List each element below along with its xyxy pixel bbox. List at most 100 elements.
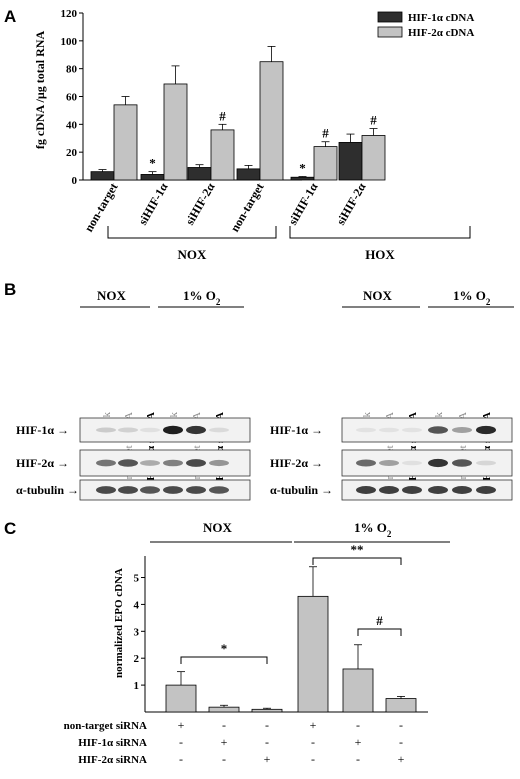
blot-band bbox=[452, 427, 472, 433]
treatment-sign: + bbox=[221, 735, 228, 749]
legend-swatch bbox=[377, 11, 403, 23]
bar bbox=[113, 104, 138, 181]
treatment-sign: - bbox=[265, 718, 269, 732]
y-tick-label: 0 bbox=[72, 175, 78, 187]
blot-band bbox=[140, 486, 160, 494]
group-brackets: NOX HOX bbox=[107, 226, 471, 262]
treatment-label: non-target siRNA bbox=[64, 720, 147, 732]
bar bbox=[259, 61, 284, 181]
blot-band bbox=[356, 427, 376, 433]
bar bbox=[163, 83, 188, 181]
treatment-sign: + bbox=[310, 718, 317, 732]
blot-band bbox=[428, 426, 448, 434]
y-tick-label: 2 bbox=[134, 653, 140, 665]
bar bbox=[313, 146, 338, 181]
bars bbox=[165, 566, 417, 713]
treatment-sign: - bbox=[399, 735, 403, 749]
blot-band bbox=[452, 459, 472, 467]
blot-band bbox=[209, 427, 229, 433]
protein-label: HIF-2α → bbox=[16, 456, 69, 470]
significance-mark: * bbox=[149, 156, 156, 171]
y-axis-label: normalized EPO cDNA bbox=[113, 568, 125, 678]
group-label: 1% O2 bbox=[354, 520, 392, 539]
protein-label: HIF-2α → bbox=[270, 456, 323, 470]
blot-band bbox=[356, 486, 376, 494]
bar bbox=[290, 176, 315, 181]
group-label: NOX bbox=[178, 247, 208, 262]
bar bbox=[361, 135, 386, 181]
group-headers: NOX 1% O2 bbox=[150, 520, 450, 543]
blot-band bbox=[402, 460, 422, 466]
blot-band bbox=[428, 458, 448, 468]
legend-label: HIF-2α cDNA bbox=[408, 27, 474, 39]
blot-band bbox=[96, 486, 116, 494]
protein-label: α-tubulin → bbox=[270, 483, 333, 497]
bar bbox=[385, 698, 417, 713]
group-bracket bbox=[289, 226, 471, 239]
blot-band bbox=[428, 486, 448, 494]
x-tick-labels: non-target siHIF-1α siHIF-2α non-target siHI… bbox=[81, 180, 368, 234]
blot-band bbox=[186, 459, 206, 467]
treatment-sign: - bbox=[179, 752, 183, 766]
x-tick-label: non-target bbox=[81, 181, 120, 235]
treatment-sign: - bbox=[265, 735, 269, 749]
blot-band bbox=[186, 486, 206, 494]
treatment-label: HIF-1α siRNA bbox=[78, 737, 147, 749]
significance-mark: * bbox=[221, 641, 228, 656]
blot-band bbox=[356, 459, 376, 467]
treatment-sign: - bbox=[356, 752, 360, 766]
x-tick-label: non-target bbox=[227, 181, 266, 235]
x-tick-label: siHIF-2α bbox=[333, 180, 368, 227]
treatment-sign: - bbox=[222, 752, 226, 766]
y-tick-label: 40 bbox=[66, 119, 78, 131]
bar bbox=[297, 595, 329, 713]
bar bbox=[338, 142, 363, 181]
legend-swatch bbox=[377, 26, 403, 38]
blot-band bbox=[209, 486, 229, 494]
blot-band bbox=[140, 460, 160, 466]
treatment-matrix: non-target siRNA + - - + - - HIF-1α siRNA - + - - + -… bbox=[64, 718, 405, 766]
significance-mark: ** bbox=[351, 542, 364, 557]
protein-label: HIF-1α → bbox=[16, 423, 69, 437]
treatment-sign: - bbox=[222, 718, 226, 732]
bars: * # * # # bbox=[90, 46, 386, 181]
blot-band bbox=[476, 460, 496, 466]
blot-band bbox=[118, 486, 138, 494]
treatment-sign: - bbox=[399, 718, 403, 732]
legend: HIF-1α cDNA HIF-2α cDNA bbox=[377, 11, 474, 39]
blot-band bbox=[476, 425, 496, 435]
blot-band bbox=[186, 425, 206, 435]
bar bbox=[236, 168, 261, 181]
significance-mark: # bbox=[322, 126, 329, 141]
blot-band bbox=[379, 486, 399, 494]
bar bbox=[342, 668, 374, 713]
treatment-sign: + bbox=[264, 752, 271, 766]
treatment-sign: + bbox=[398, 752, 405, 766]
bar bbox=[208, 706, 240, 713]
panel-a-label: A bbox=[4, 7, 16, 26]
blot-group-label: NOX bbox=[97, 288, 127, 303]
treatment-sign: + bbox=[355, 735, 362, 749]
blot-band bbox=[476, 486, 496, 494]
bar bbox=[140, 174, 165, 181]
blot-band bbox=[118, 427, 138, 433]
panel-c-label: C bbox=[4, 519, 16, 538]
significance-mark: # bbox=[376, 613, 383, 628]
blot-group-label: 1% O2 bbox=[453, 288, 491, 307]
significance-mark: # bbox=[219, 108, 226, 123]
blot-band bbox=[402, 486, 422, 494]
y-tick-label: 60 bbox=[66, 92, 78, 104]
blot-band bbox=[96, 459, 116, 467]
treatment-sign: - bbox=[179, 735, 183, 749]
comparison-bracket bbox=[357, 628, 402, 636]
y-tick-label: 5 bbox=[134, 573, 140, 585]
blot-band bbox=[163, 459, 183, 467]
significance-brackets: ***# bbox=[180, 542, 402, 664]
treatment-sign: - bbox=[311, 752, 315, 766]
bar bbox=[251, 708, 283, 713]
